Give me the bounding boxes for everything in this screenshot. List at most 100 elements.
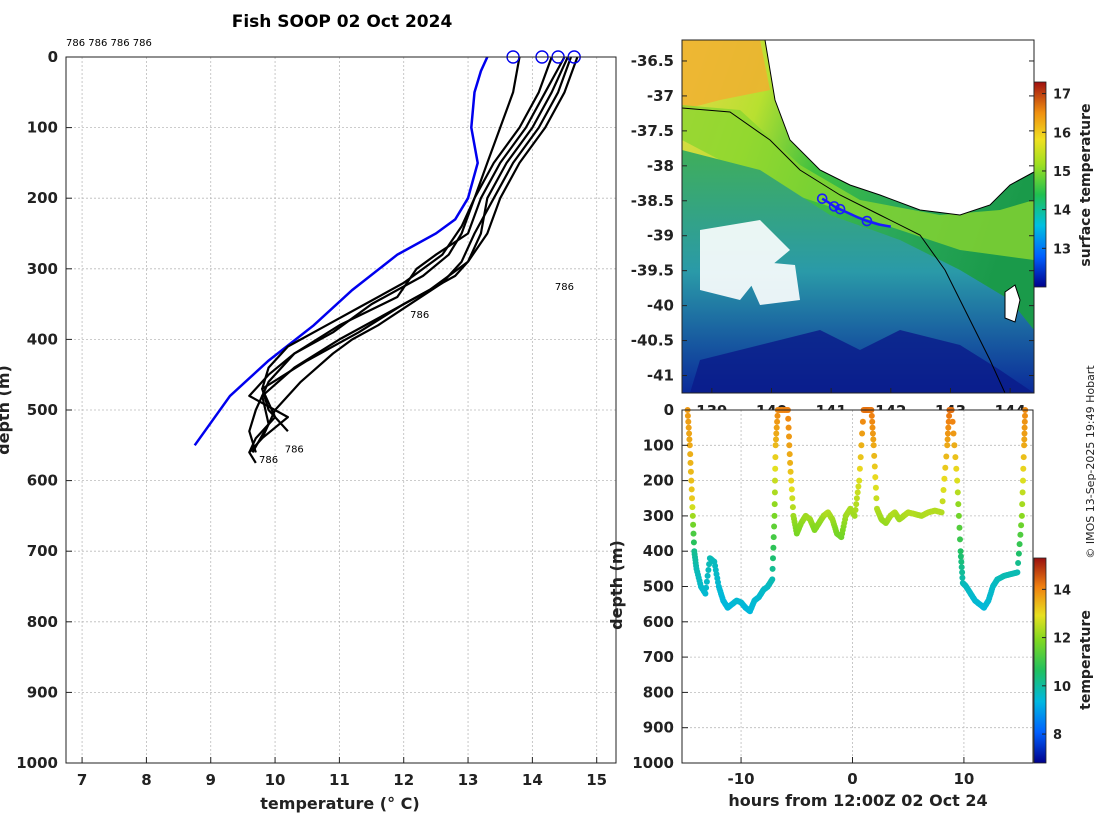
sst-colorbar-tick-label: 16 [1053,126,1071,141]
time-point [769,565,776,572]
time-point [854,489,861,496]
time-xtick-label: 10 [953,770,974,788]
time-point [950,430,957,437]
time-ytick-label: 900 [643,719,674,737]
time-point [1018,512,1025,519]
map-ytick-label: -37.5 [631,122,674,140]
credit-text: © IMOS 13-Sep-2025 19:49 Hobart [1084,365,1097,559]
time-ytick-label: 100 [643,436,674,454]
time-point [1019,501,1026,508]
time-point [770,544,777,551]
time-point [872,484,879,491]
profile-series-group [248,56,579,464]
time-point [769,576,776,583]
time-ytick-label: 0 [664,401,674,419]
time-point [855,483,862,490]
time-point [787,459,794,466]
time-point [773,424,780,431]
time-point [785,424,792,431]
time-point [857,454,864,461]
time-point [869,424,876,431]
time-point [686,430,693,437]
sst-coastal-band [682,105,1034,260]
time-point [689,504,696,511]
time-point [853,501,860,508]
time-point [938,509,945,516]
sst-colorbar-tick-label: 15 [1053,165,1071,180]
chart-title: Fish SOOP 02 Oct 2024 [232,12,453,32]
time-point [858,442,865,449]
profile-ytick-label: 300 [27,260,58,278]
time-ytick-label: 500 [643,578,674,596]
time-point [1020,454,1027,461]
time-ytick-label: 600 [643,613,674,631]
time-point [942,464,949,471]
time-point [856,477,863,484]
sst-cloud-gaps [700,220,800,305]
profile-plot-area [66,57,616,763]
time-point [788,486,795,493]
map-ytick-label: -40.5 [631,332,674,350]
time-point [786,451,793,458]
time-point [1019,489,1026,496]
temperature-colorbar-tick-label: 12 [1053,632,1071,647]
time-point [774,412,781,419]
profile-xtick-label: 13 [458,771,479,789]
time-point [771,512,778,519]
profile-ytick-label: 1000 [16,754,58,772]
time-point [1018,522,1025,529]
tasmania-outline [1004,284,1021,323]
map-ytick-label: -37 [647,87,674,105]
time-ytick-label: 400 [643,542,674,560]
sst-colorbar-label: surface temperature [1078,103,1094,266]
time-point [771,489,778,496]
track-marker [834,203,846,215]
time-point [1015,550,1022,557]
profile-line-cast4 [248,56,553,440]
profile-panel: 786 786 786 786 7 8 9 10 11 12 13 14 15 0 100 200 300 40… [0,38,617,813]
time-point [954,489,961,496]
time-point [941,475,948,482]
map-ytick-label: -36.5 [631,52,674,70]
profile-ticks: 7 8 9 10 11 12 13 14 15 0 100 200 300 400 500 600 700 800… [16,48,607,789]
time-point [958,564,965,571]
temperature-colorbar-tick-label: 14 [1053,583,1071,598]
time-point [951,442,958,449]
profile-xtick-label: 12 [393,771,414,789]
sst-colorbar-frame [1033,81,1047,288]
sst-cool-water [682,150,1034,393]
track-marker [861,215,873,227]
sst-warm-plume [682,40,770,110]
profile-ytick-label: 500 [27,401,58,419]
profile-xtick-label: 14 [522,771,543,789]
time-point [1021,430,1028,437]
profile-grid [66,56,616,764]
map-panel: -36.5 -37 -37.5 -38 -38.5 -39 -39.5 -40 -40.5 -41… [631,39,1094,420]
time-point [859,430,866,437]
time-point [786,442,793,449]
time-point [686,436,693,443]
time-point [868,412,875,419]
track-marker [816,193,828,204]
time-point [1014,569,1021,576]
time-point [770,534,777,541]
time-point [687,468,694,475]
profile-labels: 786 786 786 786 [259,282,574,466]
time-point [704,572,711,579]
time-ytick-label: 700 [643,648,674,666]
time-point [871,452,878,459]
profile-ytick-label: 600 [27,472,58,490]
time-point [1017,531,1024,538]
profile-xtick-label: 9 [206,771,216,789]
time-ytick-label: 200 [643,472,674,490]
time-point [686,442,693,449]
time-point [1021,442,1028,449]
time-point [944,442,951,449]
time-xtick-label: -10 [728,770,755,788]
sst-colorbar-ticks: 13 14 15 16 17 [1042,88,1071,257]
time-point [689,512,696,519]
climatology-series [193,56,489,447]
